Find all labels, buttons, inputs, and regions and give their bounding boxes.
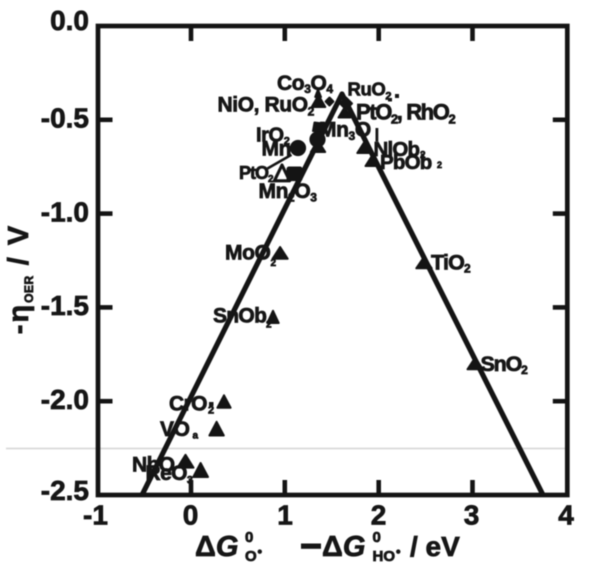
svg-text:2: 2 — [208, 405, 214, 417]
svg-text:MoO: MoO — [225, 242, 271, 265]
svg-text:Mn3O: Mn3O — [319, 119, 371, 144]
svg-text:HO: HO — [373, 548, 396, 565]
svg-text:0: 0 — [373, 529, 381, 546]
svg-text:RuO2: RuO2 — [348, 79, 392, 103]
svg-text:ΔG: ΔG — [195, 531, 238, 563]
svg-text:0: 0 — [245, 529, 253, 546]
svg-text:PbOb: PbOb — [380, 151, 432, 174]
svg-text:SnOb: SnOb — [213, 305, 266, 328]
svg-text:•: • — [396, 544, 401, 559]
svg-text:-ηOER / V: -ηOER / V — [3, 224, 36, 334]
svg-text:0.0: 0.0 — [50, 5, 89, 36]
svg-text:VO: VO — [160, 418, 190, 441]
svg-text:SnO2: SnO2 — [481, 352, 529, 377]
svg-text:-2.0: -2.0 — [41, 384, 89, 415]
svg-text:-1.0: -1.0 — [41, 197, 89, 228]
svg-text:a: a — [193, 431, 199, 442]
svg-text:-0.5: -0.5 — [41, 103, 89, 134]
svg-text:PtO2, RhO2: PtO2, RhO2 — [356, 100, 455, 127]
svg-text:•: • — [258, 544, 263, 559]
svg-text:O: O — [245, 548, 257, 565]
svg-text:2: 2 — [271, 258, 277, 269]
svg-text:2: 2 — [371, 500, 387, 531]
svg-text:-1: -1 — [83, 500, 108, 531]
svg-text:4: 4 — [558, 500, 574, 531]
svg-text:0: 0 — [183, 500, 199, 531]
svg-text:NlOb: NlOb — [374, 138, 420, 161]
svg-text:-2.5: -2.5 — [41, 475, 89, 506]
svg-text:2: 2 — [437, 160, 442, 170]
svg-text:-1.5: -1.5 — [41, 290, 89, 321]
svg-text:NbO: NbO — [132, 454, 175, 477]
svg-text:1: 1 — [277, 500, 293, 531]
svg-text:ΔG: ΔG — [322, 531, 365, 563]
svg-text:NiO, RuO2: NiO, RuO2 — [218, 94, 315, 119]
svg-text:CrO: CrO — [169, 393, 207, 416]
svg-text:PtO2: PtO2 — [239, 163, 274, 185]
svg-text:2: 2 — [420, 150, 426, 161]
svg-text:IrO2: IrO2 — [256, 125, 290, 148]
svg-text:3: 3 — [464, 500, 480, 531]
svg-text:/ eV: / eV — [410, 531, 460, 562]
svg-text:Mn: Mn — [262, 138, 292, 161]
svg-text:2: 2 — [266, 320, 272, 331]
svg-text:Mn2O3: Mn2O3 — [259, 180, 318, 205]
